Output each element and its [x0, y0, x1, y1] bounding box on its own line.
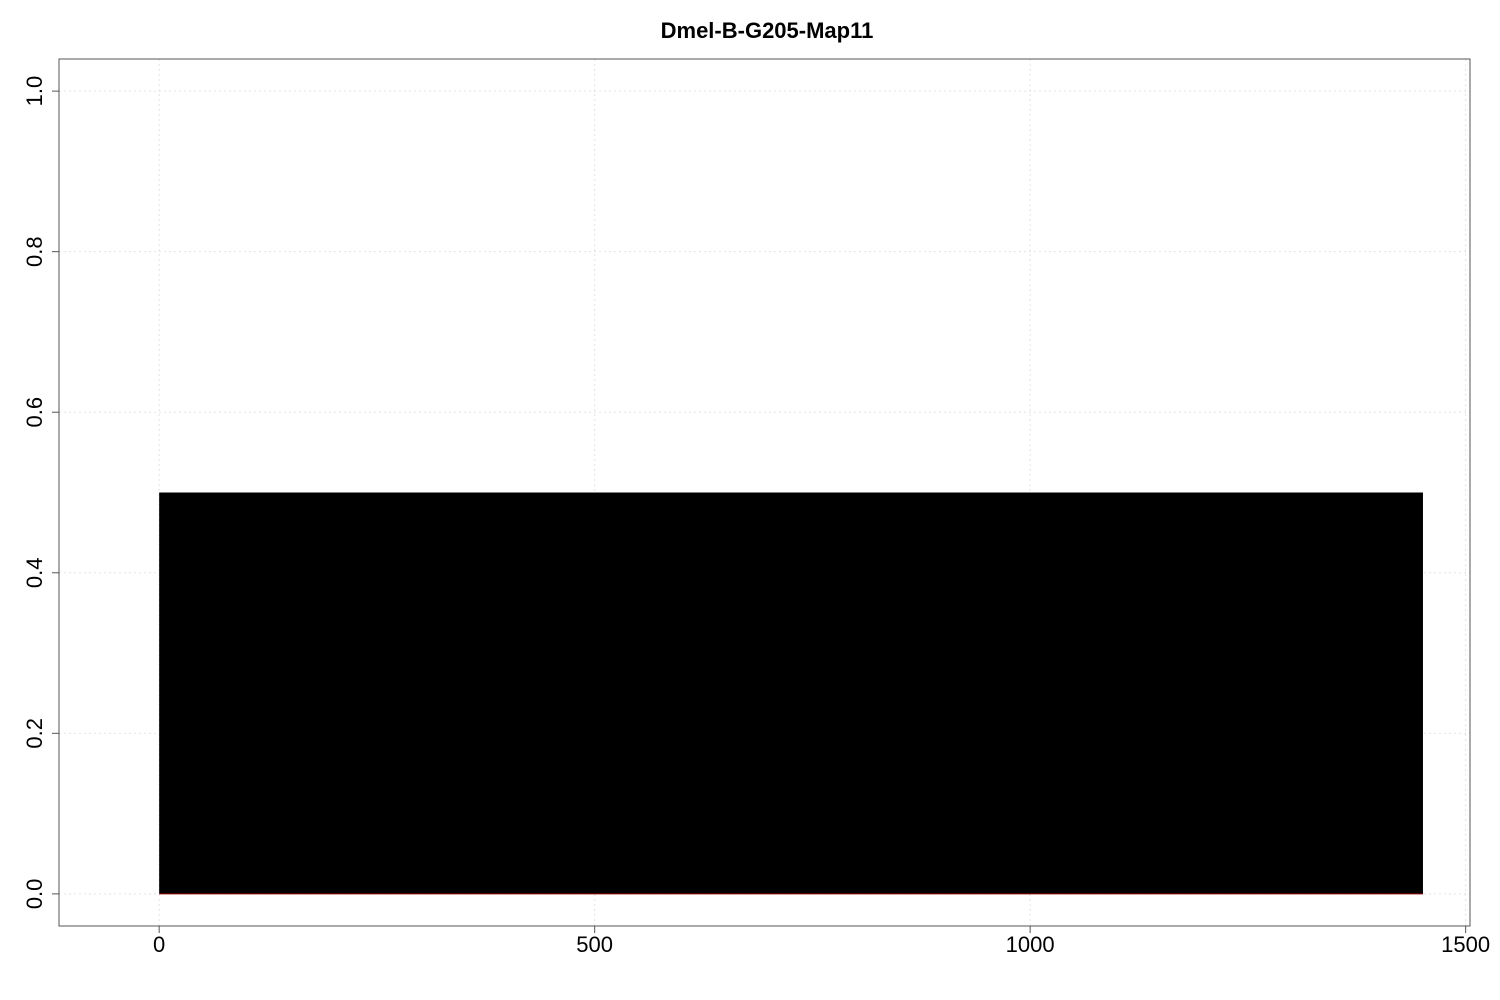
y-tick-label: 0.6 — [22, 397, 47, 428]
y-tick-label: 0.4 — [22, 557, 47, 588]
x-tick-label: 500 — [576, 932, 613, 957]
x-tick-label: 0 — [153, 932, 165, 957]
y-tick-label: 1.0 — [22, 76, 47, 107]
bar — [159, 492, 1423, 894]
x-tick-label: 1000 — [1006, 932, 1055, 957]
y-tick-label: 0.8 — [22, 236, 47, 267]
tick-layer: 0 500 1000 1500 0.0 0.2 0.4 0.6 0.8 1.0 — [22, 76, 1490, 957]
chart-title: Dmel-B-G205-Map11 — [661, 18, 874, 43]
plot-frame — [58, 58, 1471, 927]
bar-layer — [159, 492, 1423, 895]
x-tick-label: 1500 — [1441, 932, 1490, 957]
y-tick-label: 0.0 — [22, 879, 47, 910]
y-tick-label: 0.2 — [22, 718, 47, 749]
